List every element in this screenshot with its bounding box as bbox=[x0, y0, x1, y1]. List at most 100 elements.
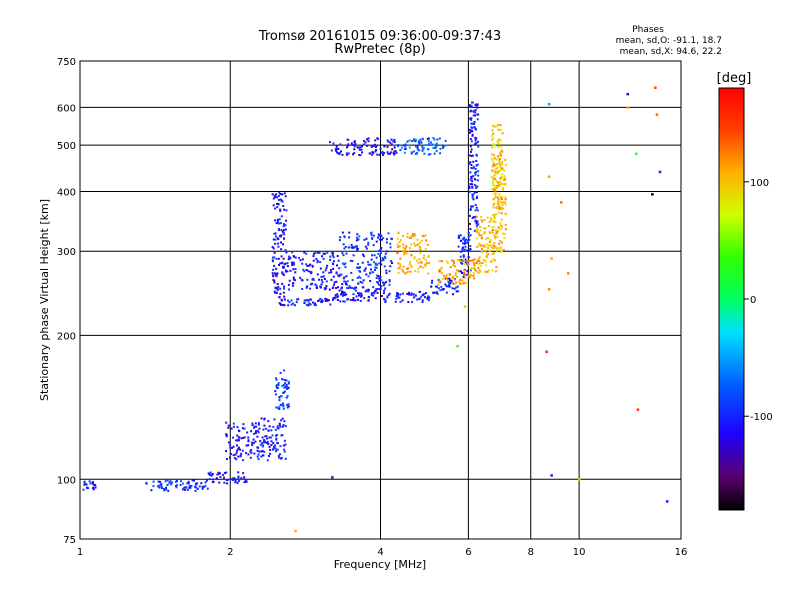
cluster-point bbox=[365, 237, 368, 240]
cluster-point bbox=[271, 260, 274, 263]
cluster-point bbox=[367, 140, 370, 143]
y-tick-label: 100 bbox=[57, 475, 76, 486]
cluster-point bbox=[475, 164, 478, 167]
cluster-point bbox=[342, 300, 345, 303]
cluster-point bbox=[234, 479, 237, 482]
cluster-point bbox=[379, 275, 382, 278]
cluster-point bbox=[492, 143, 495, 145]
cluster-point bbox=[279, 371, 282, 374]
cluster-point bbox=[277, 203, 280, 206]
cluster-point bbox=[479, 264, 482, 267]
cluster-point bbox=[347, 143, 350, 146]
cluster-point bbox=[281, 303, 284, 306]
cluster-point bbox=[263, 424, 266, 427]
cluster-point bbox=[336, 264, 338, 267]
cluster-point bbox=[277, 455, 280, 458]
cluster-point bbox=[477, 145, 480, 148]
cluster-point bbox=[278, 456, 281, 459]
cluster-point bbox=[358, 148, 361, 151]
cluster-point bbox=[487, 225, 490, 227]
cluster-point bbox=[476, 118, 479, 121]
cluster-point bbox=[292, 278, 295, 281]
cluster-point bbox=[500, 198, 503, 200]
cluster-point bbox=[83, 480, 86, 483]
cluster-point bbox=[493, 259, 496, 262]
x-tick-label: 8 bbox=[528, 547, 534, 558]
cluster-point bbox=[375, 256, 378, 259]
cluster-point bbox=[418, 142, 421, 145]
cluster-point bbox=[421, 294, 424, 296]
cluster-point bbox=[494, 192, 497, 195]
cluster-point bbox=[273, 444, 276, 447]
cluster-point bbox=[281, 385, 284, 388]
cluster-point bbox=[92, 481, 94, 484]
cluster-point bbox=[278, 264, 280, 266]
cluster-point bbox=[335, 287, 338, 289]
cluster-point bbox=[363, 238, 366, 241]
cluster-point bbox=[393, 153, 396, 156]
cluster-point bbox=[413, 235, 416, 238]
scatter-point bbox=[560, 201, 563, 204]
cluster-point bbox=[347, 152, 350, 155]
cluster-point bbox=[156, 485, 159, 488]
cluster-point bbox=[281, 193, 284, 196]
cluster-point bbox=[386, 145, 389, 148]
cluster-point bbox=[335, 147, 338, 150]
cluster-point bbox=[473, 258, 476, 261]
x-tick-label: 6 bbox=[465, 547, 471, 558]
cluster-point bbox=[223, 476, 225, 479]
cluster-point bbox=[465, 262, 468, 265]
cluster-point bbox=[377, 236, 380, 239]
cluster-point bbox=[235, 439, 238, 442]
cluster-point bbox=[390, 237, 393, 240]
cluster-point bbox=[432, 137, 435, 140]
cluster-point bbox=[274, 238, 277, 241]
cluster-point bbox=[498, 158, 501, 160]
cluster-point bbox=[350, 271, 353, 274]
cluster-point bbox=[444, 283, 447, 286]
cluster-point bbox=[405, 272, 408, 274]
cluster-point bbox=[419, 138, 422, 141]
cluster-point bbox=[483, 249, 486, 252]
cluster-point bbox=[491, 230, 494, 233]
cluster-point bbox=[457, 259, 460, 262]
cluster-point bbox=[492, 206, 495, 209]
cluster-point bbox=[487, 269, 490, 272]
cluster-point bbox=[256, 435, 259, 438]
cluster-point bbox=[316, 273, 319, 276]
cluster-point bbox=[494, 235, 497, 238]
cluster-point bbox=[309, 298, 312, 301]
cluster-point bbox=[473, 178, 476, 181]
cluster-point bbox=[284, 298, 286, 301]
cluster-point bbox=[282, 384, 285, 386]
cluster-point bbox=[419, 140, 422, 143]
cluster-point bbox=[498, 160, 501, 162]
cluster-point bbox=[152, 485, 155, 488]
cluster-point bbox=[498, 193, 501, 196]
cluster-point bbox=[436, 138, 439, 141]
cluster-point bbox=[462, 242, 464, 245]
cluster-point bbox=[201, 487, 204, 490]
cluster-point bbox=[391, 148, 394, 151]
cluster-point bbox=[470, 140, 473, 143]
cluster-point bbox=[274, 272, 276, 275]
cluster-point bbox=[481, 262, 484, 264]
cluster-point bbox=[427, 254, 430, 257]
cluster-point bbox=[477, 267, 480, 269]
cluster-point bbox=[479, 262, 481, 264]
cluster-point bbox=[353, 148, 356, 151]
cluster-point bbox=[241, 427, 244, 430]
cluster-point bbox=[342, 292, 345, 295]
cluster-point bbox=[416, 298, 419, 301]
cluster-point bbox=[223, 472, 226, 475]
cluster-point bbox=[336, 152, 339, 155]
cluster-point bbox=[461, 258, 464, 261]
cluster-point bbox=[497, 171, 500, 174]
cluster-point bbox=[363, 269, 366, 272]
cluster-point bbox=[473, 263, 476, 266]
cluster-point bbox=[399, 149, 402, 152]
cluster-point bbox=[445, 274, 448, 277]
cluster-point bbox=[417, 141, 420, 144]
cluster-point bbox=[501, 241, 503, 244]
cluster-point bbox=[428, 262, 431, 264]
